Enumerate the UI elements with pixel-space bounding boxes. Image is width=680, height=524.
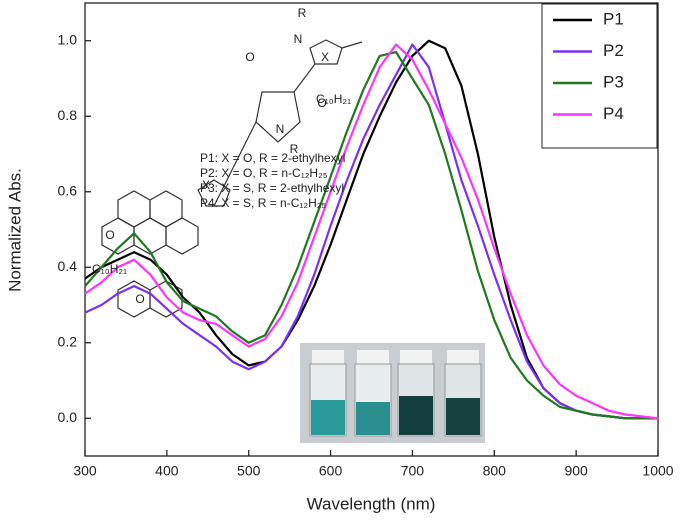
y-tick-label: 0.0 [58,409,78,425]
annotation: P2: X = O, R = n-C₁₂H₂₅ [200,166,328,180]
structure-label: C₁₀H₂₁ [92,262,127,276]
bond [341,41,363,49]
series-line [84,43,659,420]
solution [446,398,480,435]
legend-label: P3 [603,72,624,91]
structure-drawing [101,39,363,318]
legend-label: P1 [603,9,624,28]
x-tick-label: 900 [564,463,588,479]
structure-label: O [317,96,326,110]
photo [300,343,485,443]
solution [399,396,433,435]
cap [312,350,344,364]
x-tick-label: 700 [401,463,425,479]
structure-label: X [321,50,329,64]
structure-label: O [245,50,254,64]
x-tick-label: 400 [155,463,179,479]
legend-box [541,3,658,149]
structure-label: N [276,122,285,136]
ring [133,217,167,255]
structure-label: R [298,6,307,20]
y-tick-label: 0.6 [58,182,78,198]
x-tick-label: 500 [237,463,261,479]
plot-frame [84,2,659,457]
x-axis-label: Wavelength (nm) [307,494,436,513]
x-tick-label: 1000 [642,463,673,479]
ring [117,190,151,228]
structure-label: X [202,178,210,192]
cap [357,350,389,364]
series-line [84,43,658,420]
bond [213,121,257,207]
core [255,91,301,143]
x-tick-label: 300 [73,463,97,479]
solution [356,402,390,435]
y-tick-label: 0.8 [58,107,78,123]
y-tick-label: 0.2 [58,333,78,349]
legend-label: P4 [603,104,624,123]
ring [165,217,199,255]
ring [149,190,183,228]
annotation: P3: X = S, R = 2-ethylhexyl [200,181,344,195]
annotation: P1: X = O, R = 2-ethylhexyl [200,151,345,165]
structure-label: O [105,228,114,242]
y-tick-label: 1.0 [58,31,78,47]
x-tick-label: 600 [319,463,343,479]
structure-label: N [294,32,303,46]
cap [400,350,432,364]
legend-label: P2 [603,41,624,60]
cap [447,350,479,364]
structure-label: R [290,142,299,156]
structure-label: C₁₀H₂₁ [316,92,351,106]
x-tick-label: 800 [483,463,507,479]
ring [197,179,231,207]
y-tick-label: 0.4 [58,258,78,274]
series-line [84,51,658,420]
annotation: P4: X = S, R = n-C₁₂H₂₅ [200,196,326,210]
bond [293,63,316,93]
ring [309,39,343,65]
solution [311,400,345,435]
y-axis-label: Normalized Abs. [5,168,24,292]
structure-label: O [135,292,144,306]
